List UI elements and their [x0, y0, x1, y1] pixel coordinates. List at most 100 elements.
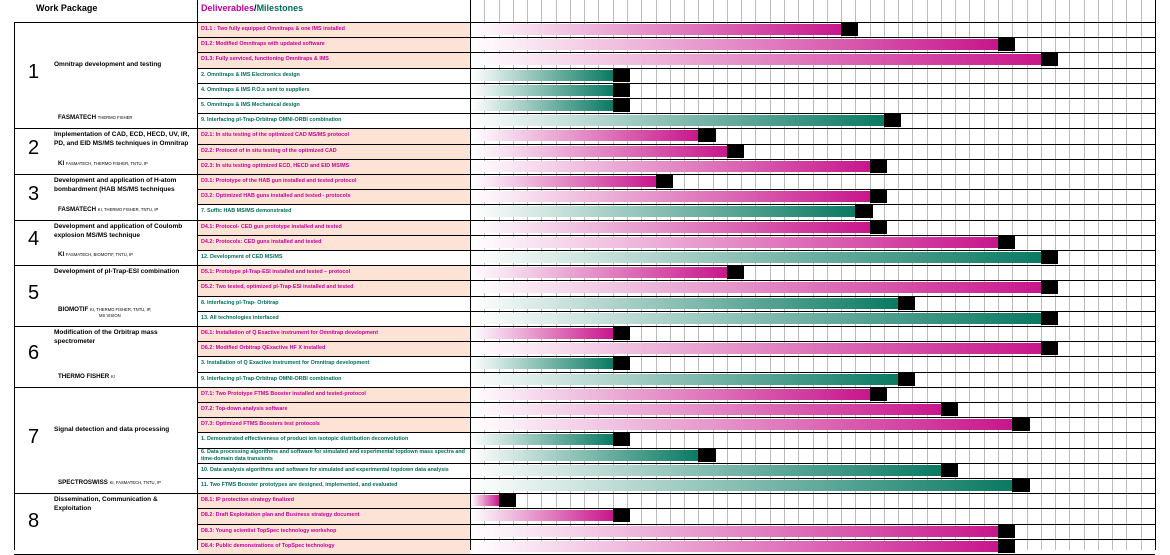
milestone-row-bg [198, 250, 470, 266]
deliverable-bar [471, 495, 499, 507]
milestone-label: 4. Omnitraps & IMS P.O.s sent to supplie… [201, 86, 310, 93]
work-package-header: Work Package [36, 3, 98, 13]
deliverable-row-bg [198, 219, 470, 235]
lead-partner: FASMATECH [58, 205, 97, 213]
row-divider [197, 219, 1155, 221]
milestone-bar [471, 252, 1041, 263]
month-gridline [755, 0, 757, 550]
work-package-number: 2 [28, 137, 40, 160]
deliverable-row-bg [198, 158, 470, 174]
milestone-row-bg [198, 204, 470, 220]
other-partners: KI, THERMO FISHER, TNTU, IP, [89, 307, 152, 312]
work-package-partners: BIOMOTIF KI, THERMO FISHER, TNTU, IP, MS … [58, 306, 151, 318]
deliverable-row-bg [198, 37, 470, 53]
deliverables-milestones-header: Deliverables/Milestones [201, 3, 303, 13]
milestone-bar [471, 297, 899, 309]
work-package-partners: KI FASMATECH, THERMO FISHER, TNTU, IP [58, 160, 148, 167]
row-divider [197, 341, 1155, 343]
milestone-row-bg [198, 478, 470, 494]
deliverable-marker [869, 190, 887, 204]
milestone-row-bg [198, 432, 470, 448]
milestone-row-bg [198, 295, 470, 311]
month-gridline [812, 0, 814, 550]
milestone-row-bg [198, 447, 470, 463]
work-package-number: 3 [28, 182, 40, 205]
work-package-partners: FASMATECH KI, THERMO FISHER, TNTU, IP [58, 206, 158, 213]
deliverable-bar [471, 39, 999, 51]
deliverable-row-bg [198, 402, 470, 418]
milestone-label: 9. Interfacing pI-Trap-Orbitrap OMNI-ORB… [201, 117, 342, 124]
deliverable-marker [1040, 281, 1059, 295]
deliverable-marker [1012, 418, 1030, 432]
deliverable-bar [471, 388, 870, 400]
deliverable-bar [471, 145, 727, 157]
milestone-marker [940, 463, 959, 477]
row-divider [197, 538, 1155, 540]
row-divider [197, 158, 1155, 160]
deliverable-row-bg [198, 234, 470, 250]
deliverable-marker [655, 175, 673, 188]
deliverable-bar [471, 328, 613, 339]
deliverable-label: D1.3: Fully serviced, functioning Omnitr… [201, 56, 329, 63]
month-gridline [1069, 0, 1071, 550]
lead-partner: FASMATECH [58, 114, 97, 122]
month-gridline [1026, 0, 1028, 550]
row-divider [197, 478, 1155, 479]
deliverable-bar [471, 221, 870, 233]
milestone-marker [898, 296, 916, 310]
milestone-marker [1040, 311, 1059, 325]
deliverable-row-bg [198, 280, 470, 296]
deliverable-bar [471, 160, 870, 172]
deliverable-bar [471, 343, 1041, 355]
month-gridline [769, 0, 771, 550]
deliverable-row-bg [198, 265, 470, 281]
header-slash: / [254, 3, 257, 13]
other-partners: KI, FASMATECH, TNTU, IP [109, 480, 161, 486]
row-divider [197, 417, 1155, 419]
row-divider [197, 265, 1155, 267]
milestone-marker [1012, 479, 1030, 492]
deliverable-marker [498, 494, 516, 508]
row-divider [197, 462, 1155, 464]
milestone-bar [471, 373, 899, 385]
deliverable-marker [841, 23, 859, 36]
milestone-label: 8. Interfacing pI-Trap- Orbitrap [201, 299, 279, 306]
month-gridline [855, 0, 857, 550]
row-divider [197, 234, 1155, 236]
row-divider [197, 371, 1155, 373]
deliverable-bar [471, 176, 656, 187]
deliverable-marker [726, 144, 745, 158]
deliverable-label: D7.2: Top-down analysis software [201, 406, 288, 412]
month-gridline [798, 0, 800, 550]
row-divider [197, 52, 1155, 54]
deliverable-bar [471, 130, 699, 142]
deliverable-label: D5.1: Prototype pI-Trap-ESI installed an… [201, 269, 351, 276]
deliverable-label: D2.1: In situ testing of the optimized C… [201, 132, 349, 139]
deliverable-row-bg [198, 22, 470, 38]
work-package-partners: FASMATECH THERMO FISHER [58, 114, 132, 121]
deliverable-label: D5.2: Two tested, optimized pI-Trap-ESI … [201, 284, 354, 291]
deliverable-bar [471, 419, 1013, 431]
milestone-row-bg [198, 356, 470, 372]
milestone-label: 3. Installation of Q Exactive instrument… [201, 360, 370, 367]
milestone-marker [612, 99, 630, 112]
deliverable-bar [471, 24, 842, 35]
deliverable-row-bg [198, 493, 470, 509]
deliverable-marker [869, 387, 887, 401]
row-divider [197, 189, 1155, 191]
milestone-marker [612, 433, 630, 447]
work-package-number: 5 [28, 281, 40, 304]
milestone-bar [471, 206, 856, 218]
work-package-number: 6 [28, 342, 40, 365]
deliverable-label: D1.1 : Two fully equipped Omnitraps & on… [201, 26, 345, 32]
work-package-title: Modification of the Orbitrap mass spectr… [54, 329, 158, 345]
deliverable-marker [612, 509, 630, 523]
lead-partner: THERMO FISHER [58, 372, 110, 380]
row-divider [197, 82, 1155, 84]
deliverable-bar [471, 267, 727, 279]
row-divider [197, 204, 1155, 206]
milestone-marker [612, 83, 630, 97]
deliverable-row-bg [198, 508, 470, 524]
row-divider [197, 356, 1155, 358]
month-gridline [1140, 0, 1142, 550]
